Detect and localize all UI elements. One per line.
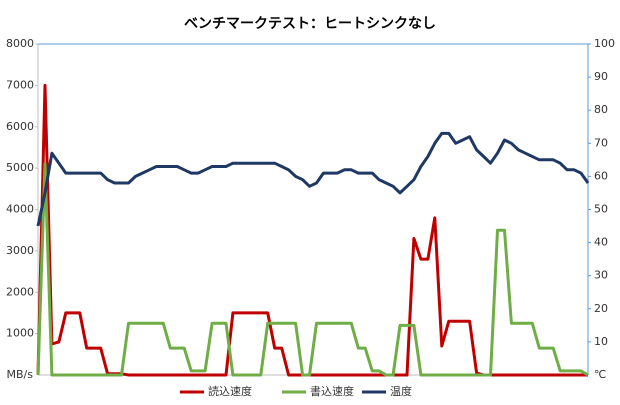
series-line [36, 162, 589, 377]
y-tick-label: 7000 [6, 78, 34, 91]
y-tick-label: 1000 [6, 327, 34, 340]
legend-label: 書込速度 [310, 384, 354, 398]
y2-tick-label: 100 [594, 37, 615, 50]
y2-axis-label: ℃ [594, 368, 606, 381]
series-line [36, 83, 588, 377]
y-tick-label: 8000 [6, 37, 34, 50]
y-tick-label: 3000 [6, 244, 34, 257]
y2-tick-label: 80 [594, 103, 608, 116]
y2-tick-label: 20 [594, 302, 608, 315]
y2-tick-label: 10 [594, 335, 608, 348]
y2-tick-label: 30 [594, 269, 608, 282]
y-axis-label: MB/s [7, 368, 34, 381]
y-tick-label: 5000 [6, 161, 34, 174]
y-tick-label: 6000 [6, 120, 34, 133]
series-line [36, 131, 590, 227]
y-tick-label: 2000 [6, 285, 34, 298]
legend-label: 読込速度 [208, 384, 252, 398]
y2-tick-label: 70 [594, 136, 608, 149]
y2-tick-label: 50 [594, 203, 608, 216]
chart-title: ベンチマークテスト：ヒートシンクなし [184, 16, 436, 32]
y2-tick-label: 40 [594, 236, 608, 249]
y2-tick-label: 90 [594, 70, 608, 83]
legend-label: 温度 [390, 384, 412, 398]
y2-tick-label: 60 [594, 169, 608, 182]
y-tick-label: 4000 [6, 203, 34, 216]
